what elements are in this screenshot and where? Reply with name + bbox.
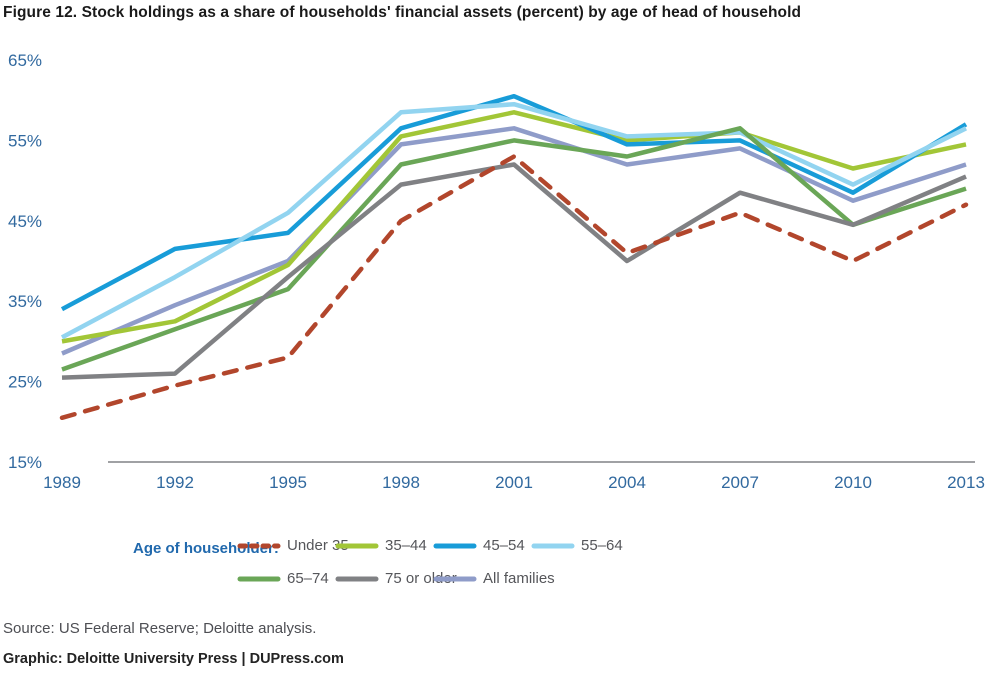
chart-title: Figure 12. Stock holdings as a share of … — [3, 4, 802, 21]
y-axis-tick-label: 45% — [8, 212, 42, 231]
x-axis-tick-label: 1992 — [156, 473, 194, 492]
legend-swatch — [335, 576, 379, 581]
legend-swatch — [237, 576, 281, 581]
legend-row-2: 65–74 75 or older All families — [237, 570, 555, 587]
legend-label: 35–44 — [385, 537, 427, 554]
legend-swatch — [433, 543, 477, 548]
legend-label: Under 35 — [287, 537, 349, 554]
series-line-all-families — [61, 126, 967, 356]
x-axis-tick-label: 2010 — [834, 473, 872, 492]
legend-item-all-families: All families — [433, 570, 555, 587]
x-axis-tick-label: 2001 — [495, 473, 533, 492]
y-axis-tick-label: 25% — [8, 373, 42, 392]
legend-swatch — [237, 543, 281, 548]
legend-item-35-44: 35–44 — [335, 537, 433, 554]
legend-swatch — [433, 576, 477, 581]
x-axis-tick-label: 1989 — [43, 473, 81, 492]
series-line-45-54 — [60, 93, 968, 312]
x-axis-tick-label: 2013 — [947, 473, 985, 492]
legend-label: 75 or older — [385, 570, 457, 587]
legend-item-55-64: 55–64 — [531, 537, 629, 554]
x-axis-tick-label: 1995 — [269, 473, 307, 492]
series-line-35-44 — [61, 110, 967, 344]
legend-swatch — [531, 543, 575, 548]
series-line-55-64 — [60, 101, 968, 340]
x-axis-tick-label: 1998 — [382, 473, 420, 492]
y-axis-tick-label: 15% — [8, 453, 42, 472]
legend-label: 45–54 — [483, 537, 525, 554]
graphic-credit: Graphic: Deloitte University Press | DUP… — [3, 651, 344, 667]
series-line-65-74 — [61, 126, 967, 372]
legend-swatch — [335, 543, 379, 548]
x-axis-tick-label: 2007 — [721, 473, 759, 492]
legend-item-65-74: 65–74 — [237, 570, 335, 587]
legend-item-under-35: Under 35 — [237, 537, 349, 554]
legend-row-1: Under 35 35–44 45–54 55–64 — [237, 537, 629, 554]
legend-label: 65–74 — [287, 570, 329, 587]
series-line-75-or-older — [61, 162, 967, 380]
line-chart: 65% 55% 45% 35% 25% 15%1989 1992 1995 1998 2001 20… — [8, 51, 985, 492]
legend-item-75-or-older: 75 or older — [335, 570, 457, 587]
legend-label: All families — [483, 570, 555, 587]
legend-label: 55–64 — [581, 537, 623, 554]
y-axis-tick-label: 35% — [8, 292, 42, 311]
series-line-under-35 — [59, 154, 969, 421]
x-axis-tick-label: 2004 — [608, 473, 646, 492]
legend-item-45-54: 45–54 — [433, 537, 531, 554]
source-note: Source: US Federal Reserve; Deloitte ana… — [3, 620, 317, 637]
y-axis-tick-label: 65% — [8, 51, 42, 70]
y-axis-tick-label: 55% — [8, 131, 42, 150]
